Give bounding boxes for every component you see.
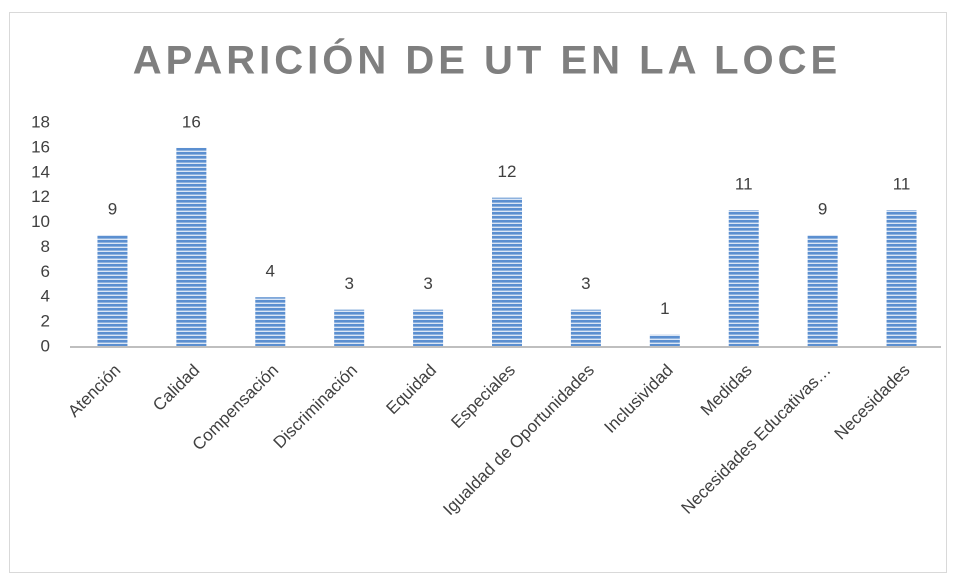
bar (334, 309, 365, 347)
data-label: 4 (266, 262, 275, 281)
bar (255, 297, 286, 347)
y-tick-label: 10 (31, 212, 50, 231)
bar (97, 235, 128, 347)
bar (807, 235, 838, 347)
data-label: 3 (581, 274, 590, 293)
y-tick-label: 18 (31, 112, 50, 131)
data-label: 3 (344, 274, 353, 293)
bar (728, 210, 759, 347)
y-tick-label: 4 (41, 287, 50, 306)
y-tick-label: 6 (41, 262, 50, 281)
data-label: 9 (108, 199, 117, 218)
bar (176, 147, 207, 347)
y-tick-label: 0 (41, 336, 50, 355)
y-tick-label: 14 (31, 162, 50, 181)
data-label: 12 (498, 162, 517, 181)
chart-title: APARICIÓN DE UT EN LA LOCE (133, 37, 841, 83)
data-label: 16 (182, 112, 201, 131)
chart-border (9, 12, 947, 573)
data-label: 11 (893, 175, 911, 194)
data-label: 11 (735, 175, 753, 194)
data-label: 9 (818, 199, 827, 218)
y-tick-label: 16 (31, 137, 50, 156)
bar (492, 197, 522, 347)
data-label: 3 (423, 274, 432, 293)
data-label: 1 (660, 299, 669, 318)
bar (413, 309, 444, 347)
y-tick-label: 2 (41, 312, 50, 331)
bar (570, 309, 601, 347)
y-tick-label: 12 (31, 187, 50, 206)
y-tick-label: 8 (41, 237, 50, 256)
bar (886, 210, 917, 347)
bar (649, 334, 680, 347)
